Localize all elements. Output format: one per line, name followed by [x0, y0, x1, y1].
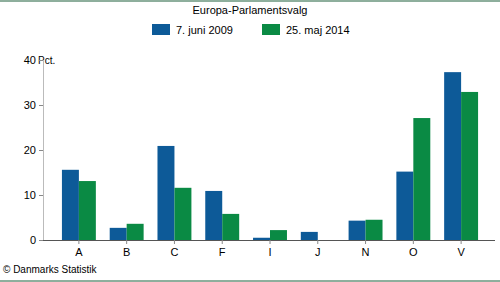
x-tick-mark	[270, 240, 271, 244]
y-tick-label: 0	[30, 234, 36, 246]
y-tick: 0	[30, 234, 43, 246]
x-tick-label: I	[268, 246, 271, 258]
bar	[205, 191, 222, 240]
x-tick: I	[268, 240, 271, 258]
y-tick: 20	[24, 144, 43, 156]
legend-swatch	[262, 24, 280, 35]
x-tick-mark	[78, 240, 79, 244]
bar	[396, 172, 413, 240]
y-tick-mark	[39, 60, 43, 61]
legend-label: 7. juni 2009	[176, 24, 233, 36]
x-tick: N	[362, 240, 370, 258]
x-tick: J	[315, 240, 321, 258]
bar	[127, 224, 144, 240]
chart: Europa-Parlamentsvalg 7. juni 2009 25. maj…	[0, 0, 500, 282]
bar	[301, 232, 318, 240]
source: © Danmarks Statistik	[3, 264, 98, 275]
y-tick: 30	[24, 99, 43, 111]
bar	[79, 181, 96, 240]
bar	[222, 214, 239, 240]
bar	[349, 221, 366, 240]
bar	[366, 220, 383, 240]
y-axis-line	[39, 61, 44, 241]
x-tick-mark	[222, 240, 223, 244]
bar	[174, 188, 191, 240]
y-tick: 10	[24, 189, 43, 201]
x-tick: F	[219, 240, 226, 258]
y-axis: 0 10 20 30 40	[24, 54, 44, 246]
x-tick-mark	[317, 240, 318, 244]
title: Europa-Parlamentsvalg	[193, 4, 308, 16]
bar	[110, 228, 127, 240]
y-axis-title: Pct.	[38, 55, 55, 66]
x-tick-label: J	[315, 246, 321, 258]
y-tick-label: 10	[24, 189, 36, 201]
y-tick-label: 40	[24, 54, 36, 66]
frame-line	[0, 1, 500, 2]
x-axis: ABCFIJNOV	[43, 240, 495, 258]
x-tick-label: V	[457, 246, 465, 258]
x-tick-label: C	[170, 246, 178, 258]
bar	[461, 92, 478, 240]
bar	[444, 72, 461, 240]
y-tick: 40	[24, 54, 43, 66]
legend: 7. juni 2009 25. maj 2014	[152, 24, 350, 36]
x-tick-mark	[365, 240, 366, 244]
x-axis-line	[43, 240, 495, 241]
x-tick-mark	[174, 240, 175, 244]
legend-label: 25. maj 2014	[286, 24, 350, 36]
x-tick-label: F	[219, 246, 226, 258]
y-tick-label: 20	[24, 144, 36, 156]
legend-swatch	[152, 24, 170, 35]
x-tick: V	[457, 240, 465, 258]
x-tick-label: O	[409, 246, 418, 258]
x-tick: A	[75, 240, 83, 258]
x-tick-mark	[126, 240, 127, 244]
bar	[157, 146, 174, 240]
bars	[62, 72, 478, 240]
bar	[413, 118, 430, 240]
x-tick-label: B	[123, 246, 130, 258]
x-tick: O	[409, 240, 418, 258]
x-tick-mark	[461, 240, 462, 244]
x-tick: B	[123, 240, 130, 258]
y-tick-mark	[39, 105, 43, 106]
x-tick: C	[170, 240, 178, 258]
x-tick-label: N	[362, 246, 370, 258]
y-tick-mark	[39, 150, 43, 151]
y-tick-label: 30	[24, 99, 36, 111]
bar	[62, 170, 79, 240]
bar	[253, 238, 270, 240]
frame-line	[0, 281, 500, 282]
y-tick-mark	[39, 195, 43, 196]
x-tick-label: A	[75, 246, 83, 258]
bar	[270, 230, 287, 240]
y-tick-mark	[39, 240, 43, 241]
x-tick-mark	[413, 240, 414, 244]
